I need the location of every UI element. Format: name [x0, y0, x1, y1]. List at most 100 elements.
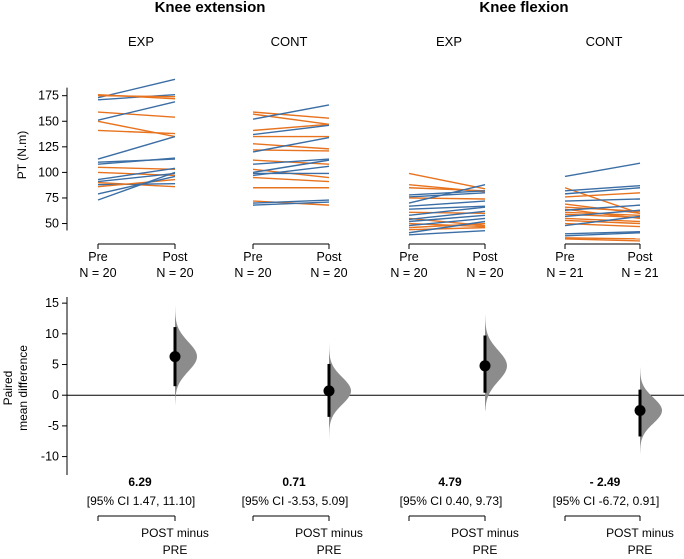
paired-line	[564, 192, 641, 198]
bootstrap-distribution	[175, 306, 197, 405]
x-tick-label-pre: Pre	[88, 250, 108, 264]
paired-line	[97, 135, 176, 160]
effect-ci-label: [95% CI 1.47, 11.10]	[87, 494, 196, 508]
group-label: EXP	[128, 34, 154, 49]
n-label-post: N = 20	[466, 266, 503, 280]
x-tick-label-post: Post	[162, 250, 188, 264]
paired-line	[97, 120, 176, 138]
effect-estimate-label: 4.79	[438, 475, 462, 489]
paired-line	[252, 176, 330, 183]
top-y-tick-label: 150	[38, 114, 59, 128]
paired-line	[97, 157, 176, 165]
paired-line	[97, 101, 176, 121]
paired-line	[97, 171, 176, 201]
paired-line	[252, 113, 330, 126]
mean-difference-dot	[479, 360, 491, 372]
paired-line	[252, 158, 330, 165]
mean-difference-dot	[323, 385, 335, 397]
effect-ci-label: [95% CI -3.53, 5.09]	[242, 494, 349, 508]
bootstrap-distribution	[485, 315, 507, 411]
paired-line	[408, 200, 486, 207]
effect-ci-label: [95% CI -6.72, 0.91]	[553, 494, 660, 508]
top-y-tick-label: 75	[45, 191, 59, 205]
panel-title: Knee flexion	[479, 0, 568, 16]
paired-line	[564, 198, 641, 202]
paired-line	[564, 237, 641, 240]
paired-line	[252, 136, 330, 153]
paired-line	[564, 204, 641, 211]
bottom-y-axis-label-line1: Paired	[1, 371, 15, 406]
group-label: CONT	[586, 34, 623, 49]
paired-line	[408, 192, 486, 198]
paired-line	[564, 217, 641, 223]
effect-estimate-label: - 2.49	[590, 475, 621, 489]
paired-line	[252, 165, 330, 177]
paired-line	[97, 178, 176, 188]
paired-line	[408, 220, 486, 234]
comparison-label-line2: PRE	[473, 543, 498, 557]
top-y-tick-label: 50	[45, 217, 59, 231]
top-y-tick-label: 175	[38, 89, 59, 103]
n-label-pre: N = 21	[546, 266, 583, 280]
paired-line	[97, 167, 176, 181]
n-label-post: N = 20	[310, 266, 347, 280]
paired-line	[252, 124, 330, 136]
x-tick-label-post: Post	[627, 250, 653, 264]
paired-line	[97, 172, 176, 183]
paired-line	[97, 94, 176, 98]
x-tick-label-pre: Pre	[555, 250, 575, 264]
paired-line	[252, 123, 330, 132]
paired-line	[408, 187, 486, 192]
paired-line	[97, 182, 176, 186]
paired-line	[252, 104, 330, 120]
paired-line	[564, 232, 641, 237]
effect-estimate-label: 0.71	[282, 475, 306, 489]
bottom-y-tick-label: -10	[41, 450, 59, 464]
paired-line	[408, 183, 486, 204]
group-label: CONT	[271, 34, 308, 49]
n-label-pre: N = 20	[79, 266, 116, 280]
paired-line	[408, 172, 486, 190]
panel-title: Knee extension	[155, 0, 266, 16]
bottom-y-axis-label-line2: mean difference	[16, 345, 30, 431]
paired-line	[97, 166, 176, 171]
paired-line	[252, 159, 330, 174]
x-tick-label-pre: Pre	[243, 250, 263, 264]
bottom-y-tick-label: 15	[45, 296, 59, 310]
comparison-label-line1: POST minus	[451, 526, 519, 540]
paired-line	[408, 205, 486, 210]
comparison-label-line1: POST minus	[606, 526, 674, 540]
mean-difference-dot	[634, 404, 646, 416]
x-tick-label-post: Post	[316, 250, 342, 264]
paired-line	[408, 222, 486, 229]
effect-ci-label: [95% CI 0.40, 9.73]	[400, 494, 503, 508]
paired-line	[564, 209, 641, 218]
comparison-label-line1: POST minus	[295, 526, 363, 540]
paired-line	[97, 129, 176, 135]
paired-line	[408, 214, 486, 223]
top-y-tick-label: 125	[38, 140, 59, 154]
paired-line	[408, 197, 486, 200]
top-y-axis-label: PT (N.m)	[15, 131, 29, 179]
bottom-y-tick-label: 10	[45, 327, 59, 341]
x-tick-label-pre: Pre	[399, 250, 419, 264]
paired-line	[564, 215, 641, 227]
bootstrap-distribution	[640, 367, 662, 454]
n-label-pre: N = 20	[390, 266, 427, 280]
paired-line	[564, 238, 641, 242]
group-label: EXP	[436, 34, 462, 49]
paired-line	[564, 187, 641, 195]
bottom-y-tick-label: -5	[48, 419, 59, 433]
paired-line	[564, 184, 641, 192]
effect-estimate-label: 6.29	[128, 475, 152, 489]
paired-line	[408, 217, 486, 227]
bottom-y-tick-label: 5	[52, 358, 59, 372]
paired-line	[252, 201, 330, 206]
paired-line	[408, 226, 486, 231]
paired-line	[408, 210, 486, 221]
mean-difference-dot	[169, 351, 181, 363]
paired-line	[564, 162, 641, 178]
paired-line	[252, 111, 330, 119]
paired-line	[97, 111, 176, 118]
